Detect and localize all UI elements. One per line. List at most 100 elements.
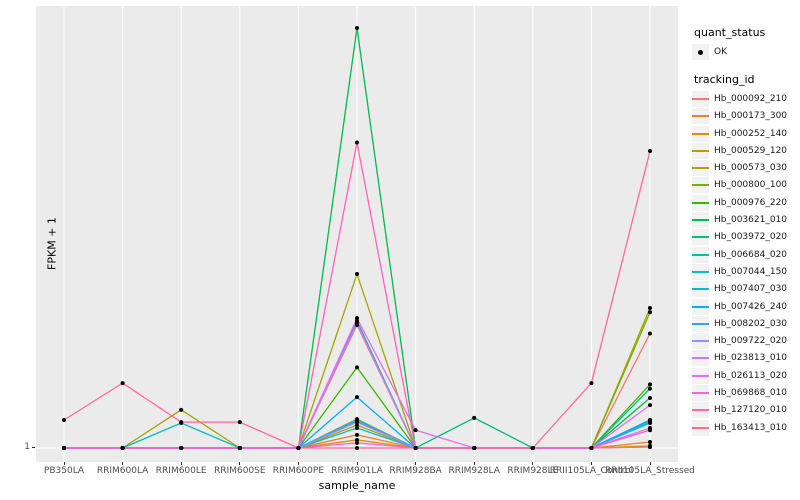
legend-item: Hb_163413_010 bbox=[692, 419, 798, 436]
legend-item-label: Hb_007044_150 bbox=[714, 266, 788, 277]
legend-key-box bbox=[692, 315, 709, 332]
legend-item-label: Hb_000800_100 bbox=[714, 180, 788, 191]
legend-key-box bbox=[692, 125, 709, 142]
legend-key-line-icon bbox=[692, 357, 709, 360]
data-point bbox=[62, 418, 66, 422]
legend-item: Hb_023813_010 bbox=[692, 350, 798, 367]
legend-key-line-icon bbox=[692, 236, 709, 239]
data-point bbox=[648, 306, 652, 310]
legend-item: Hb_000529_120 bbox=[692, 142, 798, 159]
legend-key-line-icon bbox=[692, 409, 709, 412]
legend-item: Hb_000173_300 bbox=[692, 108, 798, 125]
legend-tracking-id: tracking_id Hb_000092_210 Hb_000173_300 Hb… bbox=[692, 73, 798, 436]
legend-key-box bbox=[692, 43, 709, 60]
legend-key-box bbox=[692, 333, 709, 350]
y-tick-mark bbox=[32, 447, 35, 448]
legend-item: Hb_007407_030 bbox=[692, 281, 798, 298]
legend-key-line-icon bbox=[692, 253, 709, 256]
legend-item-label: Hb_023813_010 bbox=[714, 353, 788, 364]
legend-item-label: Hb_003621_010 bbox=[714, 215, 788, 226]
data-point bbox=[355, 423, 359, 428]
legend-item: Hb_000252_140 bbox=[692, 125, 798, 142]
legend-key-line-icon bbox=[692, 426, 709, 429]
legend-key-box bbox=[692, 298, 709, 315]
data-point bbox=[355, 321, 359, 326]
legend-key-box bbox=[692, 212, 709, 229]
legend-key-box bbox=[692, 160, 709, 177]
legend-item: Hb_003972_020 bbox=[692, 229, 798, 246]
legend-key-line-icon bbox=[692, 288, 709, 291]
data-point bbox=[648, 420, 652, 425]
legend-key-box bbox=[692, 281, 709, 298]
y-axis-title: FPKM + 1 bbox=[45, 217, 59, 270]
legend-item: Hb_026113_020 bbox=[692, 367, 798, 384]
legend-title-quant-status: quant_status bbox=[694, 26, 766, 39]
data-point bbox=[355, 420, 359, 425]
legend-key-box bbox=[692, 350, 709, 367]
data-point bbox=[472, 446, 477, 450]
legend-item: Hb_007044_150 bbox=[692, 263, 798, 280]
data-point bbox=[589, 446, 594, 450]
legend-title-tracking-id: tracking_id bbox=[694, 73, 755, 87]
data-point bbox=[355, 316, 359, 321]
data-point bbox=[413, 428, 418, 433]
legend-quant-status: quant_status OK bbox=[692, 26, 798, 60]
legend-item: Hb_003621_010 bbox=[692, 211, 798, 229]
legend-key-box bbox=[692, 142, 709, 159]
x-tick-label: PB350LA bbox=[43, 466, 85, 476]
data-point bbox=[648, 386, 652, 391]
legend-item: Hb_007426_240 bbox=[692, 298, 798, 315]
legend-item-ok: OK bbox=[692, 43, 798, 60]
data-point bbox=[237, 446, 242, 450]
data-point bbox=[355, 446, 359, 450]
legend: quant_status OK tracking_id Hb_000092_21… bbox=[692, 26, 798, 449]
legend-item-label: Hb_000976_220 bbox=[714, 197, 788, 208]
legend-key-line-icon bbox=[692, 305, 709, 308]
data-point bbox=[355, 272, 359, 277]
x-tick-mark bbox=[590, 462, 592, 465]
data-point bbox=[355, 26, 359, 30]
data-point bbox=[648, 445, 652, 450]
data-point bbox=[296, 446, 301, 450]
x-tick-label: RRIM928LA bbox=[448, 466, 500, 476]
x-tick-mark bbox=[180, 462, 182, 465]
legend-key-box bbox=[692, 246, 709, 263]
data-point bbox=[355, 432, 359, 437]
data-point bbox=[648, 310, 652, 315]
legend-key-line-icon bbox=[692, 374, 709, 377]
data-point bbox=[120, 446, 125, 450]
data-point bbox=[62, 446, 66, 450]
legend-item-label: Hb_026113_020 bbox=[714, 370, 788, 381]
x-tick-mark bbox=[415, 462, 417, 465]
legend-key-line-icon bbox=[692, 340, 709, 343]
legend-key-box bbox=[692, 194, 709, 211]
x-tick-label: RRII105LA_Stressed bbox=[605, 466, 695, 476]
data-point bbox=[413, 446, 418, 450]
data-point bbox=[472, 415, 477, 420]
legend-key-line-icon bbox=[692, 149, 709, 152]
data-point bbox=[237, 420, 242, 425]
data-point bbox=[648, 395, 652, 400]
x-tick-mark bbox=[649, 462, 651, 465]
legend-key-line-icon bbox=[692, 270, 709, 273]
legend-item: Hb_000092_210 bbox=[692, 90, 798, 107]
x-tick-mark bbox=[356, 462, 358, 465]
x-tick-mark bbox=[63, 462, 65, 465]
legend-item-label: Hb_003972_020 bbox=[714, 232, 788, 243]
y-tick-label: 1 bbox=[24, 442, 30, 452]
legend-item-label: Hb_000252_140 bbox=[714, 128, 788, 139]
legend-item-label: Hb_163413_010 bbox=[714, 422, 788, 433]
legend-key-line-icon bbox=[692, 201, 709, 204]
data-point bbox=[589, 381, 594, 386]
x-axis-title: sample_name bbox=[318, 479, 396, 492]
data-point bbox=[648, 418, 652, 422]
data-point bbox=[120, 381, 125, 386]
legend-key-line-icon bbox=[692, 132, 709, 135]
legend-key-box bbox=[692, 402, 709, 419]
x-tick-mark bbox=[239, 462, 241, 465]
data-point bbox=[648, 331, 652, 336]
legend-item: Hb_000976_220 bbox=[692, 194, 798, 211]
legend-key-box bbox=[692, 229, 709, 246]
data-point bbox=[179, 420, 184, 425]
